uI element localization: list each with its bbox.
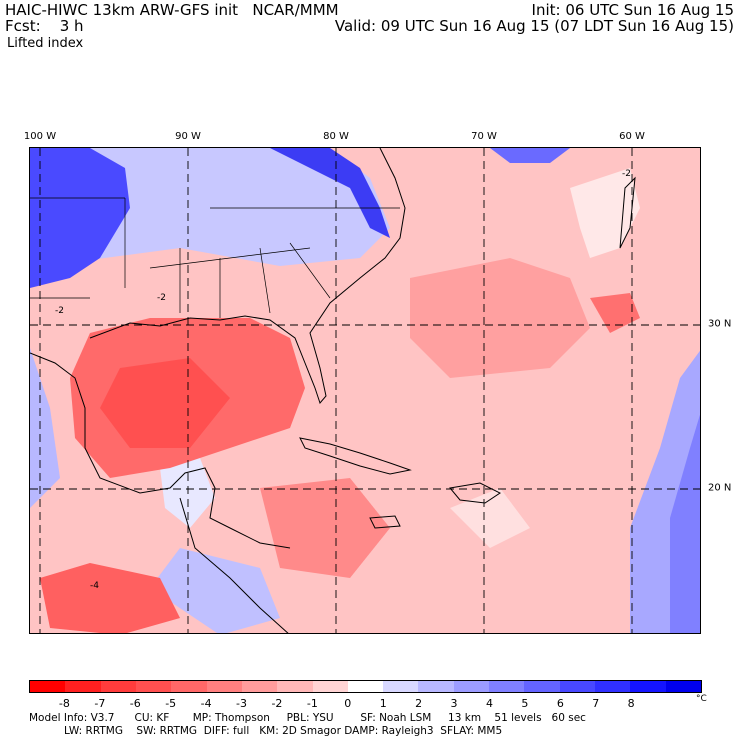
- colorbar-swatch: [383, 681, 419, 692]
- lifted-index-map: -2 -2 -4 -2: [29, 147, 701, 634]
- colorbar-tick-label: 2: [415, 697, 423, 710]
- colorbar-swatch: [135, 681, 172, 692]
- unstable-region-caribbean: [260, 478, 390, 578]
- contour-label: -4: [90, 581, 99, 591]
- colorbar-swatch: [418, 681, 454, 692]
- stable-region-mexico: [30, 348, 60, 508]
- unstable-cell-atlantic: [590, 293, 640, 333]
- colorbar-swatch: [489, 681, 525, 692]
- colorbar-swatch: [65, 681, 101, 692]
- stable-core-west: [30, 148, 130, 288]
- colorbar-swatch: [595, 681, 631, 692]
- model-info-line1: Model Info: V3.7 CU: KF MP: Thompson PBL…: [29, 712, 586, 724]
- colorbar-tick-label: -4: [200, 697, 212, 710]
- colorbar-tick-label: -2: [271, 697, 283, 710]
- colorbar-tick-label: 5: [521, 697, 529, 710]
- lon-label-70w: 70 W: [471, 131, 497, 142]
- coastline-gulf-mexico: [30, 352, 291, 549]
- stable-region-yucatan: [160, 458, 215, 528]
- contour-label: -2: [55, 306, 64, 316]
- unstable-core-pacific: [40, 563, 180, 633]
- colorbar-unit: °C: [696, 694, 707, 704]
- near-neutral-streak-1: [570, 168, 640, 258]
- colorbar-tick-label: -6: [129, 697, 141, 710]
- stable-core-southeast: [670, 414, 700, 633]
- field-name: Lifted index: [7, 36, 84, 51]
- colorbar-tick-label: 8: [627, 697, 635, 710]
- colorbar-swatch: [206, 681, 242, 692]
- colorbar: [29, 680, 702, 693]
- near-neutral-streak-2: [450, 488, 530, 548]
- model-title: HAIC-HIWC 13km ARW-GFS init NCAR/MMM: [5, 1, 339, 19]
- lat-label-30n: 30 N: [708, 318, 732, 330]
- colorbar-swatch: [453, 681, 490, 692]
- latlon-grid: [30, 148, 700, 633]
- colorbar-swatch: [312, 681, 348, 692]
- colorbar-tick-label: 0: [344, 697, 352, 710]
- coastline-central-america: [179, 497, 289, 633]
- colorbar-swatch: [241, 681, 278, 692]
- coastline-hispaniola: [449, 482, 501, 504]
- unstable-region-atlantic: [410, 258, 590, 378]
- colorbar-swatch: [100, 681, 136, 692]
- colorbar-swatch: [665, 681, 701, 692]
- contour-label: -2: [622, 169, 631, 179]
- stable-region-central-america: [150, 548, 280, 633]
- stable-core-carolinas: [270, 148, 390, 238]
- lon-label-90w: 90 W: [175, 131, 201, 142]
- colorbar-tick-label: 6: [556, 697, 564, 710]
- lon-label-80w: 80 W: [323, 131, 349, 142]
- valid-time: Valid: 09 UTC Sun 16 Aug 15 (07 LDT Sun …: [334, 17, 734, 35]
- colorbar-swatch: [524, 681, 560, 692]
- coastline-us: [89, 148, 406, 404]
- colorbar-tick-label: 1: [379, 697, 387, 710]
- colorbar-swatch: [347, 681, 384, 692]
- forecast-hour: Fcst: 3 h: [5, 17, 84, 35]
- colorbar-swatch: [630, 681, 666, 692]
- lat-label-20n: 20 N: [708, 482, 732, 494]
- lon-label-100w: 100 W: [23, 131, 57, 142]
- colorbar-tick-label: -3: [236, 697, 247, 710]
- colorbar-tick-label: -1: [306, 697, 318, 710]
- colorbar-swatch: [30, 681, 66, 692]
- map-canvas: -2 -2 -4 -2: [30, 148, 700, 633]
- coastline-cuba: [299, 437, 412, 475]
- model-info-line2: LW: RRTMG SW: RRTMG DIFF: full KM: 2D Sm…: [64, 725, 503, 737]
- political-borders: [30, 197, 400, 318]
- colorbar-swatch: [171, 681, 207, 692]
- colorbar-tick-label: -8: [58, 697, 70, 710]
- colorbar-tick-label: 3: [450, 697, 458, 710]
- colorbar-tick-label: -7: [94, 697, 106, 710]
- coastline-jamaica: [369, 515, 401, 529]
- init-time: Init: 06 UTC Sun 16 Aug 15: [531, 1, 734, 19]
- contour-label: -2: [157, 293, 166, 303]
- colorbar-tick-label: 7: [592, 697, 600, 710]
- stable-core-atlantic: [490, 148, 570, 163]
- unstable-max-gulf: [100, 358, 230, 448]
- colorbar-swatch: [559, 681, 595, 692]
- colorbar-swatch: [277, 681, 313, 692]
- colorbar-tick-label: -5: [165, 697, 177, 710]
- colorbar-tick-label: 4: [485, 697, 493, 710]
- lon-label-60w: 60 W: [619, 131, 645, 142]
